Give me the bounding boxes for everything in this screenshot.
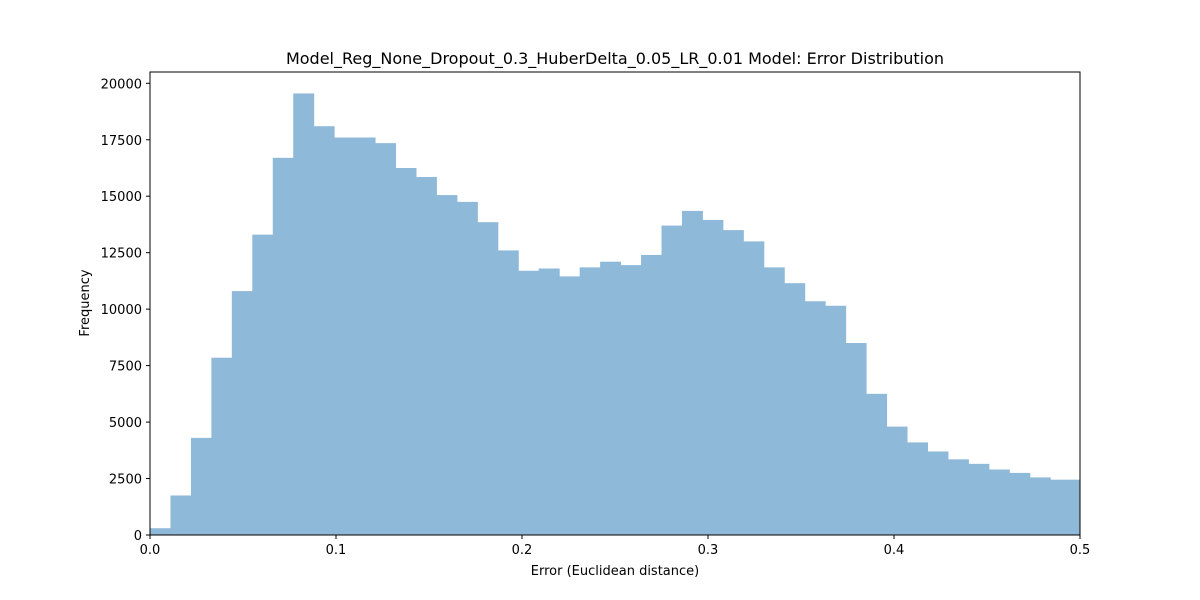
histogram-bar-20: [559, 276, 581, 535]
histogram-bar-44: [1050, 479, 1081, 535]
histogram-bar-14: [436, 195, 458, 535]
histogram-bar-8: [313, 126, 335, 535]
histogram-bar-21: [579, 267, 601, 535]
histogram-bar-11: [375, 143, 397, 535]
x-tick-label: 0.5: [1070, 543, 1091, 558]
histogram-bar-22: [600, 261, 622, 535]
histogram-bar-35: [866, 393, 888, 535]
histogram-bar-13: [415, 177, 437, 535]
histogram-bar-23: [620, 265, 642, 535]
x-tick-label: 0.0: [140, 543, 161, 558]
histogram-bar-30: [763, 267, 785, 535]
histogram-bar-7: [293, 93, 315, 535]
y-tick-label: 2500: [109, 473, 142, 488]
histogram-bar-6: [272, 157, 294, 535]
plot-frame: [149, 71, 1081, 536]
histogram-bar-17: [497, 250, 519, 536]
y-tick-label: 17500: [101, 134, 142, 149]
y-axis-label: Frequency: [78, 269, 93, 336]
chart-title: Model_Reg_None_Dropout_0.3_HuberDelta_0.…: [286, 49, 944, 69]
histogram-bar-19: [538, 268, 560, 535]
histogram-bar-43: [1029, 477, 1051, 535]
histogram-bar-10: [354, 137, 376, 535]
histogram-bar-31: [784, 283, 806, 535]
y-tick-label: 20000: [101, 77, 142, 92]
x-tick-label: 0.3: [698, 543, 719, 558]
y-tick-label: 15000: [101, 190, 142, 205]
histogram-bar-26: [681, 210, 703, 535]
histogram-bar-2: [190, 437, 212, 535]
histogram-bar-12: [395, 167, 417, 536]
y-axis-ticks: 0 2500 5000 7500 10000 12500 15000 17500 20000: [101, 77, 150, 544]
histogram-bar-38: [927, 451, 949, 535]
histogram-bar-3: [211, 357, 233, 535]
histogram-bars: [150, 93, 1081, 536]
histogram-bar-16: [477, 222, 499, 535]
histogram-bar-4: [231, 291, 253, 535]
histogram-bar-25: [661, 225, 683, 535]
y-tick-label: 10000: [101, 303, 142, 318]
x-tick-label: 0.2: [512, 543, 533, 558]
y-tick-label: 12500: [101, 247, 142, 262]
histogram-bar-28: [722, 230, 744, 535]
histogram-bar-40: [968, 463, 990, 535]
x-axis-label: Error (Euclidean distance): [531, 564, 699, 579]
histogram-bar-9: [334, 137, 356, 535]
x-axis-ticks: 0.0 0.1 0.2 0.3 0.4 0.5: [140, 535, 1091, 558]
y-tick-label: 0: [134, 529, 142, 544]
histogram-bar-36: [886, 426, 908, 535]
histogram-bar-32: [804, 301, 826, 535]
histogram-bar-0: [150, 528, 171, 535]
histogram-bar-1: [170, 495, 192, 535]
histogram-bar-39: [947, 459, 969, 535]
histogram-bar-37: [907, 442, 928, 535]
x-tick-label: 0.4: [884, 543, 905, 558]
x-tick-label: 0.1: [326, 543, 347, 558]
histogram-bar-34: [845, 343, 867, 535]
histogram-bar-33: [825, 305, 847, 535]
y-tick-label: 5000: [109, 416, 142, 431]
histogram-bar-5: [252, 234, 274, 536]
histogram-bar-18: [518, 270, 540, 535]
y-tick-label: 7500: [109, 360, 142, 375]
histogram-bar-42: [1009, 472, 1031, 535]
histogram-bar-29: [743, 241, 765, 535]
histogram-bar-27: [702, 219, 724, 535]
histogram-bar-41: [988, 469, 1010, 535]
histogram-bar-24: [641, 254, 662, 535]
histogram-bar-15: [456, 201, 478, 536]
